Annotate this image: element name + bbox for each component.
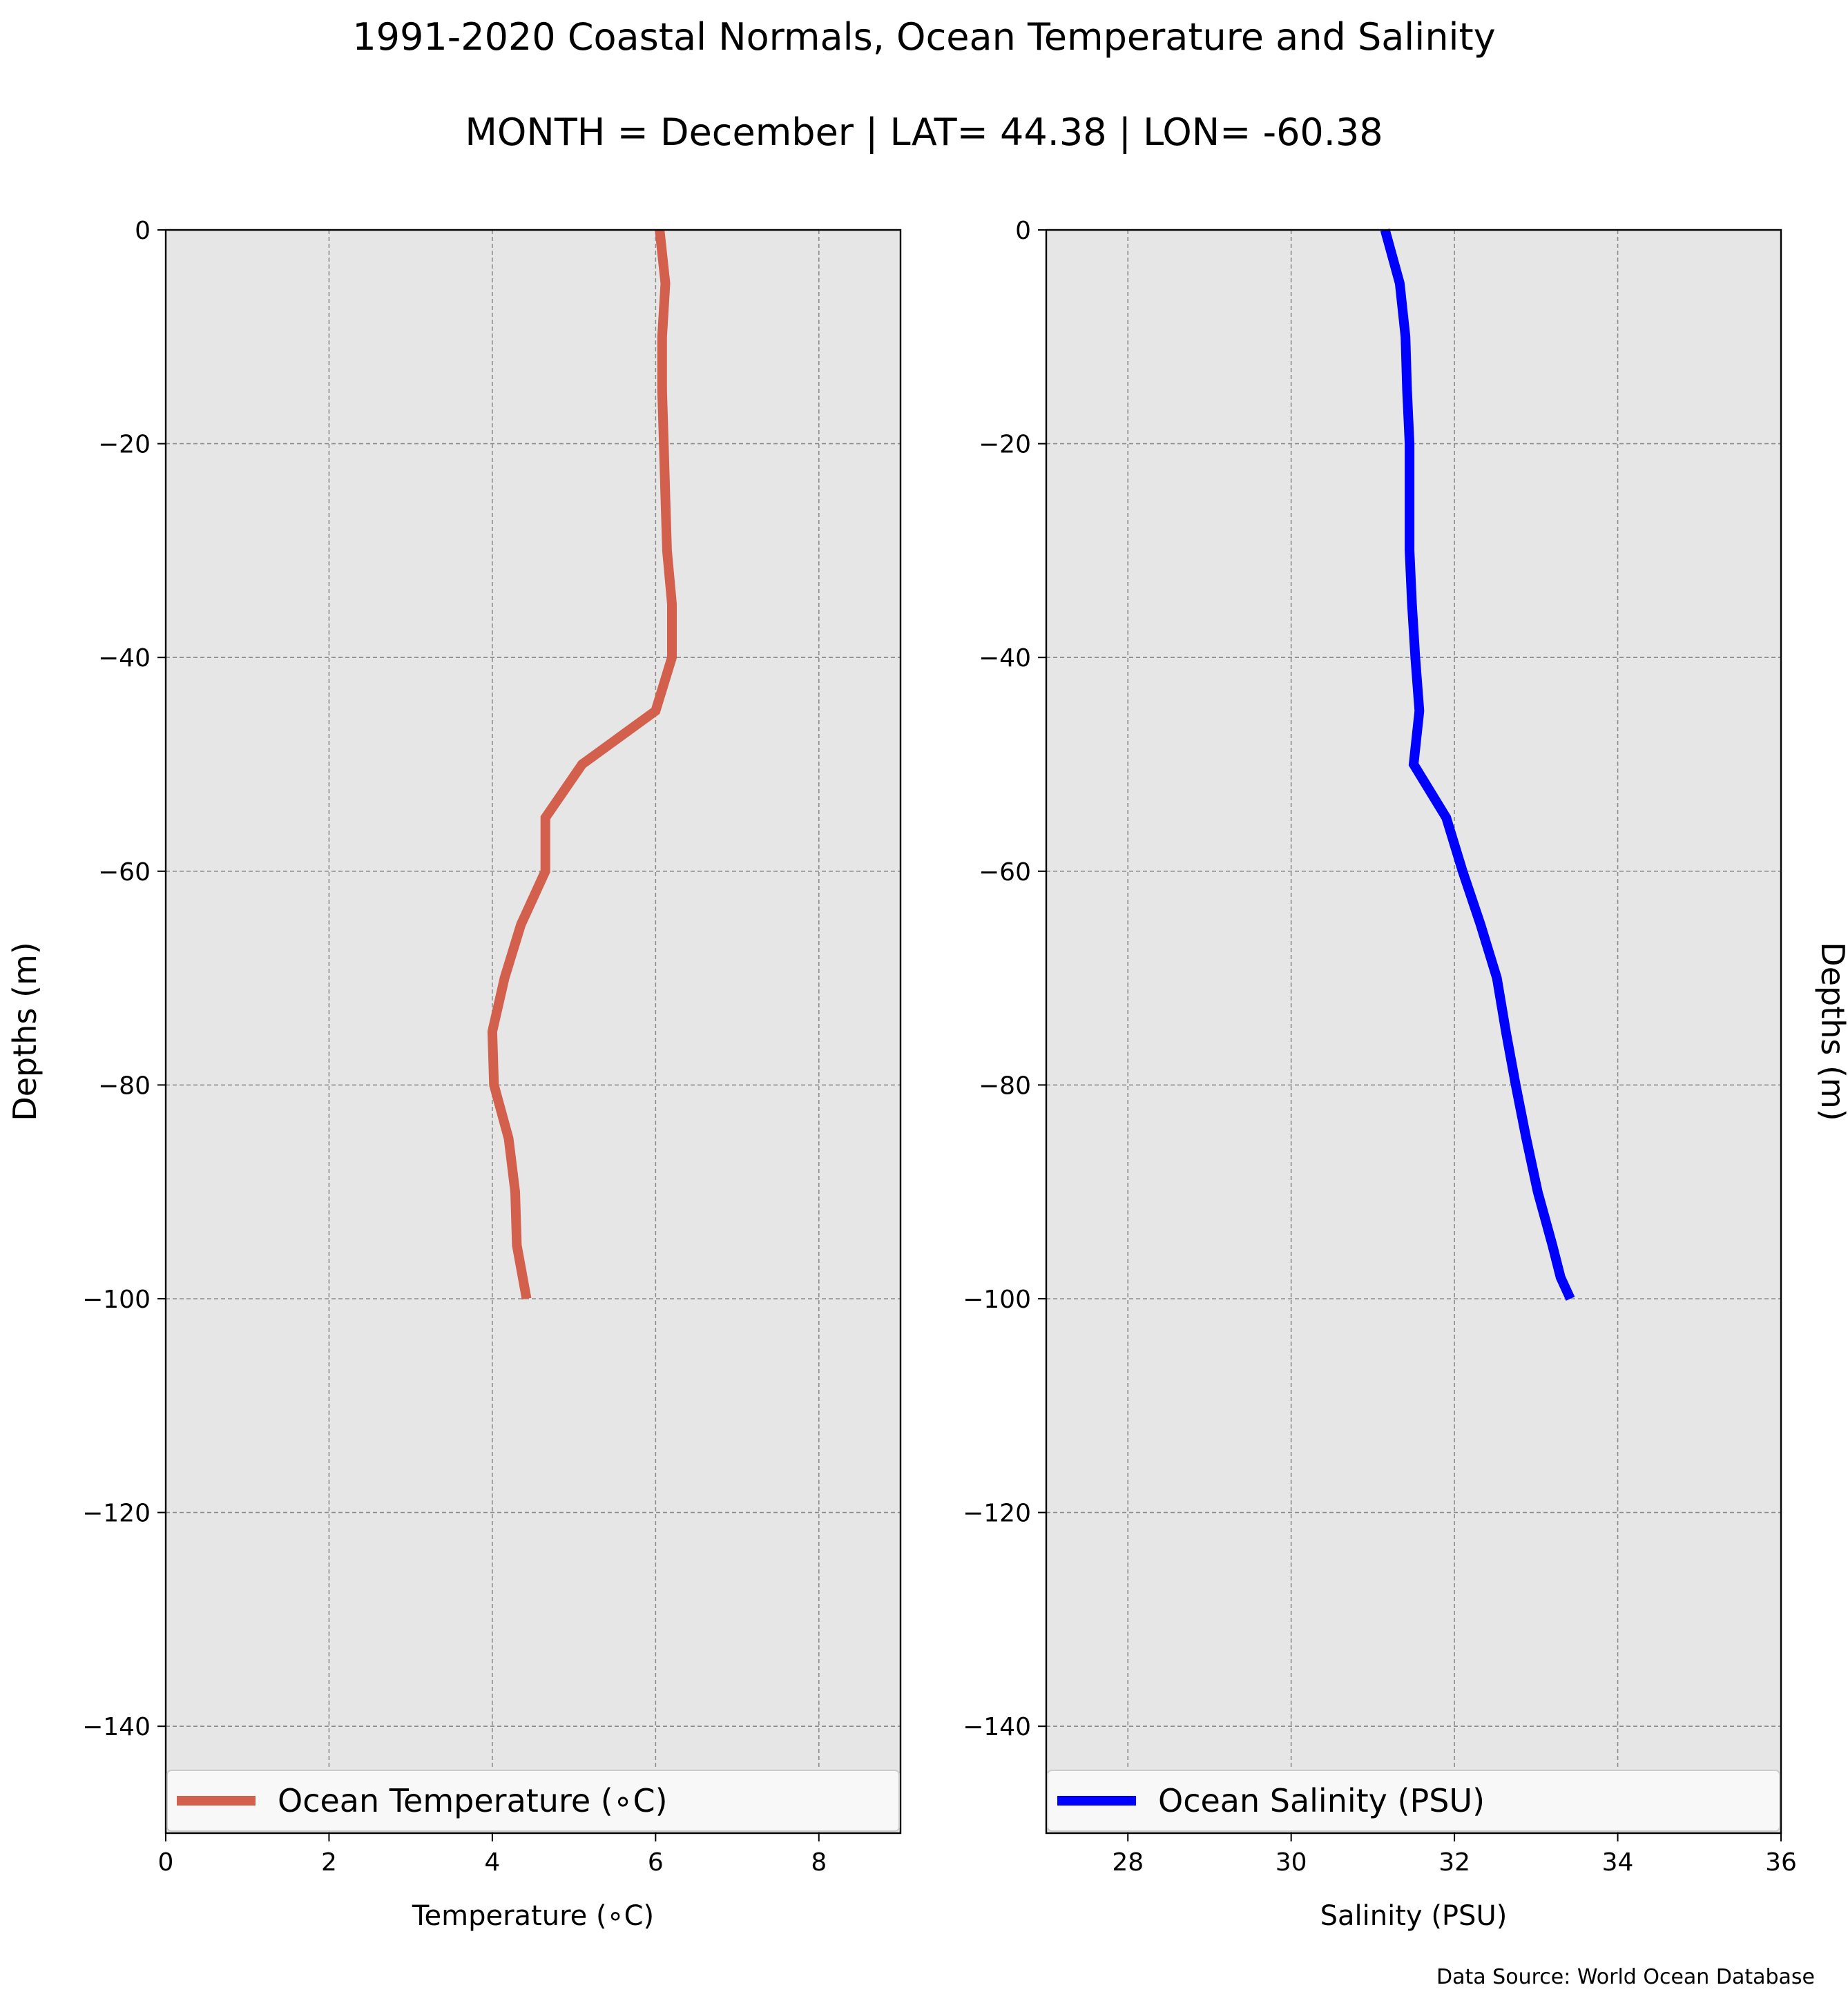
salinity-y-tick-label: −20 <box>979 431 1031 459</box>
salinity-y-tick-label: −140 <box>963 1713 1031 1741</box>
salinity-y-tick-label: −120 <box>963 1500 1031 1528</box>
temperature-legend-label: Ocean Temperature (∘C) <box>278 1782 668 1819</box>
salinity-y-tick-label: −80 <box>979 1072 1031 1100</box>
salinity-x-tick-label: 34 <box>1602 1848 1634 1877</box>
salinity-y-tick-label: 0 <box>1015 217 1031 245</box>
temperature-x-tick-label: 6 <box>648 1848 664 1877</box>
temperature-x-tick-label: 2 <box>321 1848 337 1877</box>
salinity-x-tick-label: 30 <box>1276 1848 1307 1877</box>
temperature-x-tick-label: 0 <box>158 1848 174 1877</box>
temperature-y-tick-label: −80 <box>98 1072 151 1100</box>
salinity-x-tick-label: 28 <box>1112 1848 1144 1877</box>
salinity-y-tick-label: −60 <box>979 858 1031 887</box>
temperature-y-tick-label: −120 <box>82 1500 151 1528</box>
figure-subtitle: MONTH = December | LAT= 44.38 | LON= -60… <box>465 110 1383 154</box>
temperature-y-tick-label: −20 <box>98 431 151 459</box>
temperature-x-tick-label: 4 <box>484 1848 500 1877</box>
temperature-y-tick-label: −140 <box>82 1713 151 1741</box>
temperature-legend: Ocean Temperature (∘C) <box>166 1770 900 1832</box>
salinity-x-axis-label: Salinity (PSU) <box>1320 1900 1508 1932</box>
temperature-plot-area <box>166 230 901 1833</box>
temperature-y-tick-label: −100 <box>82 1286 151 1314</box>
salinity-legend-label: Ocean Salinity (PSU) <box>1158 1782 1485 1819</box>
salinity-axes-frame <box>1045 229 1782 1835</box>
temperature-y-tick-label: −40 <box>98 644 151 672</box>
temperature-y-axis-label: Depths (m) <box>6 942 44 1121</box>
salinity-x-tick-label: 32 <box>1438 1848 1470 1877</box>
temperature-y-tick-label: 0 <box>135 217 151 245</box>
temperature-axes-frame <box>164 229 902 1835</box>
temperature-x-axis-label: Temperature (∘C) <box>412 1900 654 1932</box>
salinity-panel: 28 30 32 34 36 0 −20 −40 −60 −80 −100 −120 −140 Ocean… <box>963 217 1848 1932</box>
salinity-legend: Ocean Salinity (PSU) <box>1047 1770 1780 1832</box>
temperature-legend-box <box>166 1770 900 1832</box>
salinity-y-axis-label: Depths (m) <box>1814 942 1848 1121</box>
data-source-note: Data Source: World Ocean Database <box>1436 1965 1815 1989</box>
temperature-y-tick-label: −60 <box>98 858 151 887</box>
salinity-y-tick-label: −40 <box>979 644 1031 672</box>
salinity-legend-box <box>1047 1770 1780 1832</box>
figure-title: 1991-2020 Coastal Normals, Ocean Tempera… <box>352 15 1495 59</box>
temperature-series-line <box>487 229 677 1300</box>
salinity-x-tick-label: 36 <box>1765 1848 1797 1877</box>
temperature-panel: 0 2 4 6 8 0 −20 −40 −60 −80 −100 −120 −140 Ocean Temp… <box>6 217 902 1932</box>
salinity-series-line <box>1380 229 1575 1301</box>
salinity-y-tick-label: −100 <box>963 1286 1031 1314</box>
temperature-x-tick-label: 8 <box>811 1848 827 1877</box>
